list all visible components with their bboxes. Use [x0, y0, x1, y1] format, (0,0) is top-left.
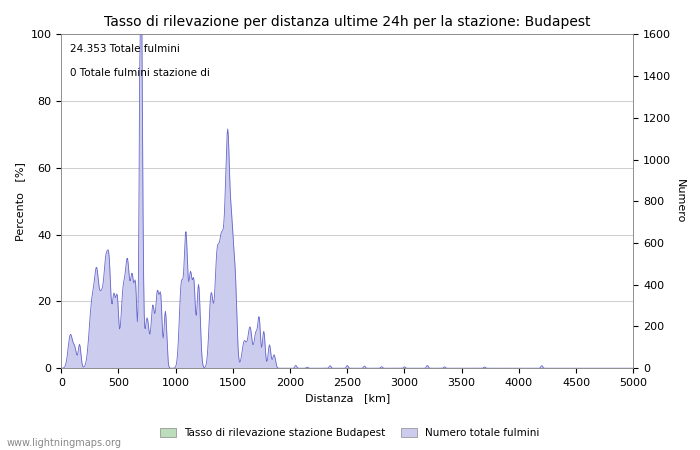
Text: 24.353 Totale fulmini: 24.353 Totale fulmini	[70, 45, 180, 54]
Text: 0 Totale fulmini stazione di: 0 Totale fulmini stazione di	[70, 68, 210, 78]
Y-axis label: Numero: Numero	[675, 179, 685, 224]
Text: www.lightningmaps.org: www.lightningmaps.org	[7, 438, 122, 448]
Legend: Tasso di rilevazione stazione Budapest, Numero totale fulmini: Tasso di rilevazione stazione Budapest, …	[156, 424, 544, 442]
X-axis label: Distanza   [km]: Distanza [km]	[304, 393, 390, 404]
Y-axis label: Percento   [%]: Percento [%]	[15, 162, 25, 241]
Title: Tasso di rilevazione per distanza ultime 24h per la stazione: Budapest: Tasso di rilevazione per distanza ultime…	[104, 15, 591, 29]
